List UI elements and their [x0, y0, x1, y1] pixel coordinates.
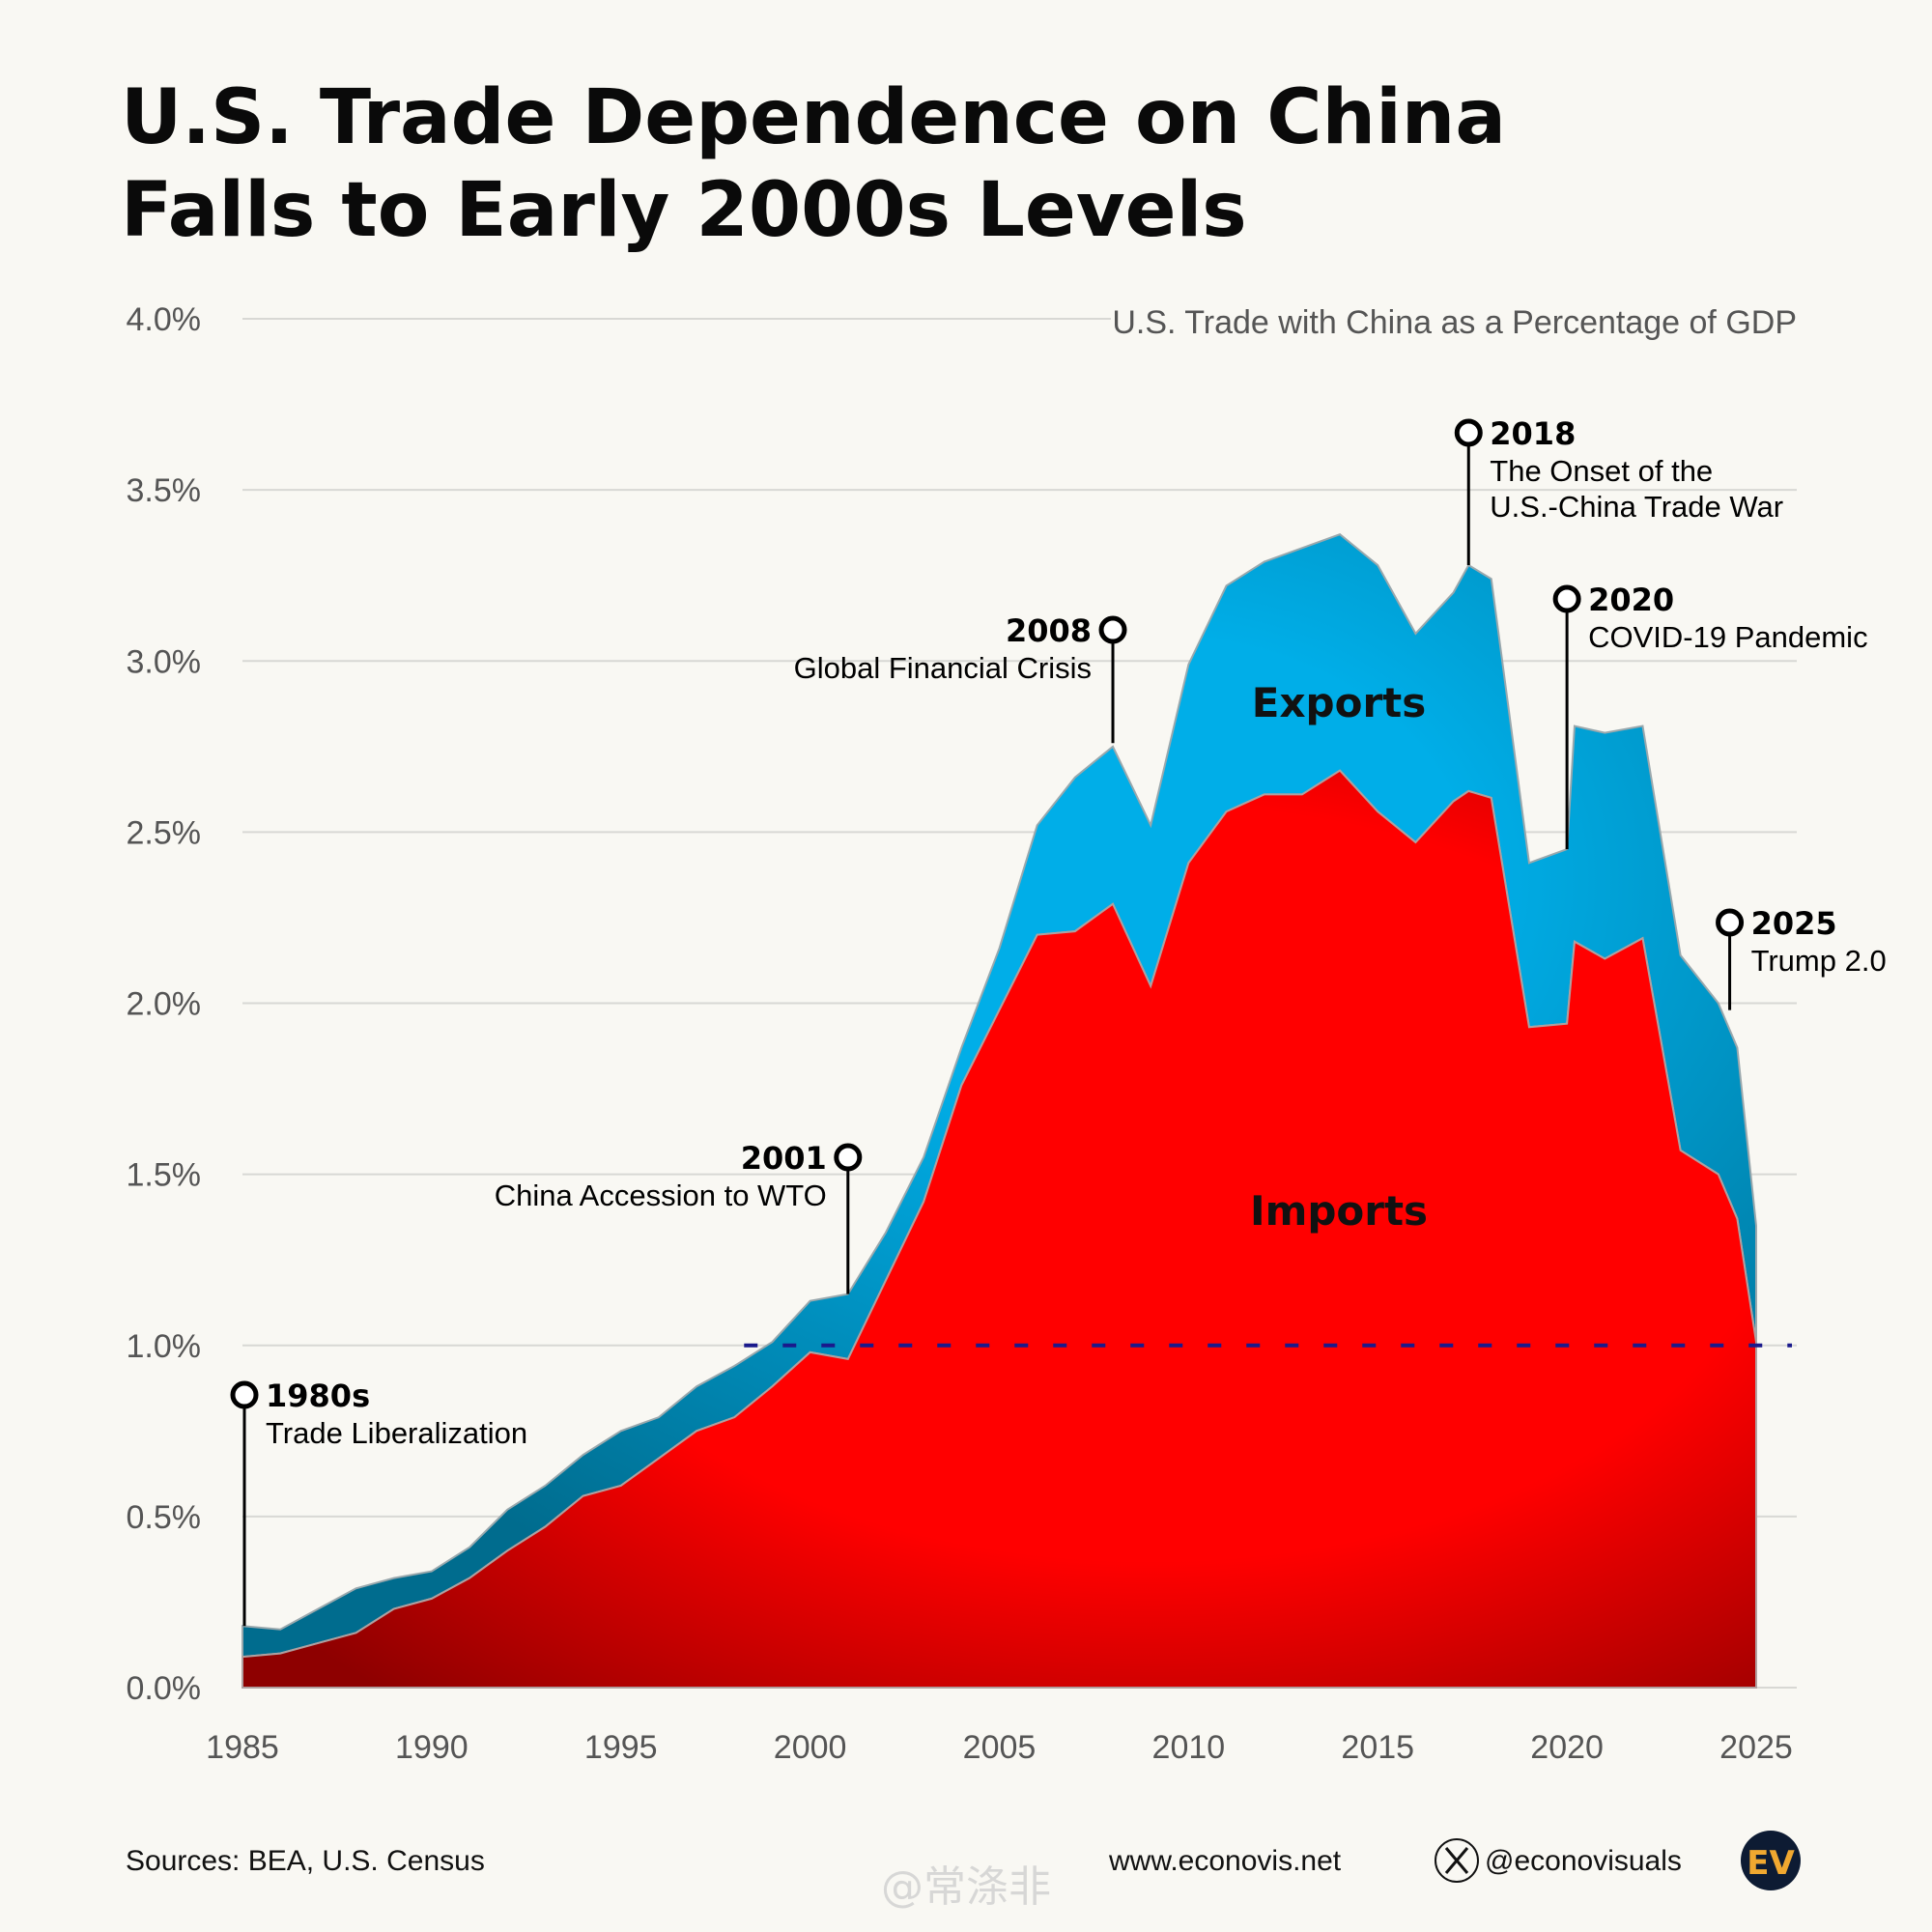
annotation-year: 1980s [266, 1378, 370, 1414]
y-tick-label: 3.0% [127, 643, 202, 680]
annotation-year: 2025 [1751, 905, 1837, 942]
annotation-marker-icon [1454, 418, 1483, 447]
x-tick-label: 2020 [1530, 1729, 1604, 1766]
y-tick-label: 0.5% [127, 1499, 202, 1536]
chart-subtitle: U.S. Trade with China as a Percentage of… [1112, 304, 1797, 341]
annotation-text: U.S.-China Trade War [1490, 490, 1783, 524]
annotation-text: COVID-19 Pandemic [1588, 620, 1867, 654]
area-imports [242, 769, 1757, 1689]
y-tick-label: 3.5% [127, 472, 202, 509]
ev-logo: EV [1741, 1831, 1801, 1890]
x-tick-label: 2010 [1152, 1729, 1226, 1766]
y-axis: 0.0% 0.5% 1.0% 1.5% 2.0% 2.5% 3.0% 3.5% 4.0% [127, 301, 202, 1707]
x-tick-label: 1995 [584, 1729, 658, 1766]
x-tick-label: 1985 [206, 1729, 279, 1766]
x-tick-label: 2015 [1341, 1729, 1414, 1766]
annotation-year: 2008 [1006, 612, 1092, 649]
watermark: @常涤非 [881, 1862, 1051, 1912]
annotation-text: Global Financial Crisis [794, 651, 1092, 685]
areas [242, 533, 1757, 1689]
y-tick-label: 2.5% [127, 814, 202, 851]
annotation-marker-icon [230, 1380, 259, 1409]
y-tick-label: 2.0% [127, 986, 202, 1023]
title-line-1: U.S. Trade Dependence on China [121, 74, 1506, 161]
website-link[interactable]: www.econovis.net [1108, 1845, 1342, 1877]
x-logo-icon [1435, 1838, 1479, 1883]
annotation-text: Trade Liberalization [266, 1416, 527, 1450]
x-axis: 1985 1990 1995 2000 2005 2010 2015 2020 2025 [206, 1729, 1793, 1766]
footer: Sources: BEA, U.S. Census @常涤非 www.econo… [126, 1831, 1801, 1912]
annotation-marker-icon [834, 1143, 863, 1172]
x-tick-label: 1990 [395, 1729, 469, 1766]
x-tick-label: 2005 [963, 1729, 1037, 1766]
y-tick-label: 4.0% [127, 301, 202, 338]
series-label-exports: Exports [1252, 679, 1427, 726]
y-tick-label: 0.0% [127, 1670, 202, 1707]
annotation-marker-icon [1098, 615, 1127, 644]
x-tick-label: 2000 [774, 1729, 847, 1766]
ev-logo-text: EV [1747, 1844, 1795, 1883]
annotation-marker-icon [1552, 584, 1581, 613]
y-tick-label: 1.5% [127, 1157, 202, 1194]
subtitle-background [1111, 290, 1806, 348]
social-handle[interactable]: @econovisuals [1485, 1845, 1682, 1877]
annotation-year: 2020 [1588, 582, 1674, 618]
y-tick-label: 1.0% [127, 1328, 202, 1365]
annotation-text: Trump 2.0 [1751, 944, 1887, 978]
annotation-marker-icon [1716, 908, 1745, 937]
title-line-2: Falls to Early 2000s Levels [121, 167, 1247, 254]
annotation-text: China Accession to WTO [495, 1179, 827, 1212]
series-label-imports: Imports [1250, 1187, 1428, 1235]
annotation-year: 2001 [741, 1140, 827, 1177]
annotation-year: 2018 [1490, 415, 1576, 452]
x-tick-label: 2025 [1719, 1729, 1793, 1766]
annotation-text: The Onset of the [1490, 454, 1713, 488]
sources: Sources: BEA, U.S. Census [126, 1845, 485, 1877]
